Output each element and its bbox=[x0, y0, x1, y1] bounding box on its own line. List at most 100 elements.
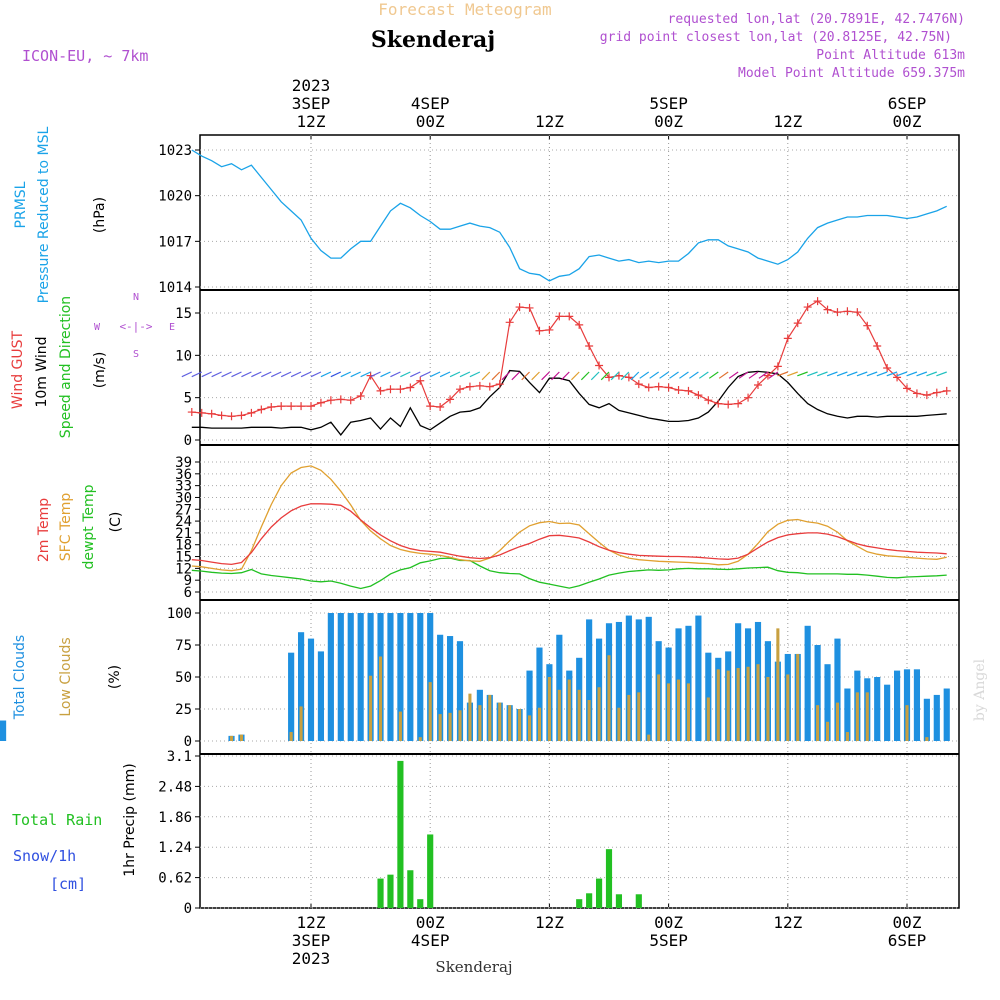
time-label-bottom: 6SEP bbox=[888, 931, 927, 950]
wind-arrow bbox=[469, 371, 481, 378]
low-cloud-bar bbox=[597, 687, 601, 741]
time-label-top: 3SEP bbox=[292, 94, 331, 113]
wind-arrow bbox=[570, 371, 580, 381]
wind-arrow bbox=[300, 371, 312, 378]
gust-marker bbox=[336, 395, 345, 404]
low-cloud-bar bbox=[428, 682, 432, 741]
gust-marker bbox=[734, 399, 743, 408]
wind-arrow bbox=[330, 371, 342, 378]
gust-marker bbox=[634, 380, 643, 389]
wind-arrow bbox=[561, 371, 570, 381]
wind-arrow bbox=[866, 371, 878, 377]
wind-arrow bbox=[449, 371, 461, 378]
wind-arrow bbox=[211, 371, 222, 378]
wind-arrow bbox=[886, 371, 898, 377]
gust-marker bbox=[614, 371, 623, 380]
low-cloud-bar bbox=[378, 656, 383, 741]
precip-plot bbox=[377, 760, 642, 908]
wind-arrow bbox=[191, 371, 202, 378]
clouds-total-label: Total Clouds bbox=[12, 635, 28, 720]
time-label-bottom: 00Z bbox=[416, 913, 445, 932]
wind-arrow bbox=[600, 371, 610, 381]
clouds-unit: (%) bbox=[107, 665, 123, 689]
wind-arrow bbox=[290, 371, 302, 378]
y-tick-label: 30 bbox=[175, 490, 192, 506]
total-cloud-bar bbox=[586, 619, 593, 741]
wind-arrow bbox=[310, 371, 322, 378]
gust-marker bbox=[396, 385, 405, 394]
low-cloud-bar bbox=[488, 694, 492, 741]
clouds-plot bbox=[0, 613, 950, 741]
gust-marker bbox=[575, 320, 584, 329]
time-label-top: 12Z bbox=[535, 112, 564, 131]
precip-bar bbox=[427, 834, 434, 908]
low-cloud-bar bbox=[637, 692, 641, 741]
precip-bar bbox=[595, 878, 603, 908]
gust-marker bbox=[605, 373, 613, 382]
wind-arrow bbox=[906, 371, 918, 377]
gust-marker bbox=[197, 408, 206, 417]
rain-label: Total Rain bbox=[12, 811, 102, 829]
low-cloud-bar bbox=[845, 732, 849, 741]
low-cloud-bar bbox=[657, 674, 661, 741]
gust-marker bbox=[863, 321, 872, 330]
low-cloud-bar bbox=[468, 693, 472, 741]
gust-marker bbox=[714, 399, 723, 408]
outer-frame bbox=[199, 134, 960, 909]
wind-arrow bbox=[350, 371, 361, 378]
requested-coords: requested lon,lat (20.7891E, 42.7476N) bbox=[668, 12, 965, 27]
wind-arrow bbox=[649, 371, 660, 379]
gust-marker bbox=[436, 402, 445, 411]
wind-arrow bbox=[836, 371, 848, 377]
total-cloud-bar bbox=[556, 634, 563, 741]
gust-marker bbox=[704, 396, 713, 405]
total-cloud-bar bbox=[0, 720, 7, 741]
wind-arrow bbox=[876, 371, 888, 377]
temp-sfc-label: SFC Temp bbox=[58, 493, 74, 562]
low-cloud-bar bbox=[607, 655, 611, 741]
gust-marker bbox=[277, 402, 286, 411]
low-cloud-bar bbox=[557, 689, 561, 741]
time-label-top: 00Z bbox=[416, 112, 445, 131]
total-cloud-bar bbox=[645, 616, 652, 741]
gust-marker bbox=[763, 371, 772, 380]
wind-arrow bbox=[439, 371, 451, 378]
low-cloud-bar bbox=[647, 734, 651, 741]
wind-direction-label: Speed and Direction bbox=[58, 296, 74, 438]
wind-arrow bbox=[340, 371, 351, 378]
low-cloud-bar bbox=[229, 735, 234, 741]
total-cloud-bar bbox=[456, 641, 464, 741]
total-cloud-bar bbox=[387, 613, 394, 741]
point-altitude: Point Altitude 613m bbox=[816, 48, 965, 63]
time-label-bottom: 00Z bbox=[893, 913, 922, 932]
wind-arrow bbox=[370, 371, 381, 378]
low-cloud-bar bbox=[776, 628, 780, 741]
gust-marker bbox=[376, 386, 385, 395]
wind-arrow bbox=[410, 371, 421, 378]
low-cloud-bar bbox=[865, 692, 869, 741]
wind-arrow bbox=[511, 371, 521, 381]
gust-marker bbox=[257, 405, 266, 414]
total-cloud-bar bbox=[417, 613, 424, 741]
pressure-line bbox=[191, 149, 947, 282]
low-cloud-bar bbox=[299, 706, 303, 741]
y-tick-label: 36 bbox=[175, 467, 192, 483]
gust-marker bbox=[426, 402, 435, 411]
model-altitude: Model Point Altitude 659.375m bbox=[738, 66, 965, 81]
time-label-bottom: 3SEP bbox=[292, 931, 331, 950]
gust-marker bbox=[267, 402, 276, 411]
gust-marker bbox=[207, 409, 216, 418]
y-tick-label: 3.1 bbox=[167, 749, 192, 765]
wind-arrow bbox=[590, 371, 600, 381]
wind-arrow bbox=[659, 371, 669, 379]
temperature-plot bbox=[191, 465, 947, 590]
wind-arrow bbox=[551, 371, 560, 381]
panel-frames bbox=[199, 134, 960, 909]
precip-bar bbox=[635, 894, 642, 908]
gust-marker bbox=[833, 308, 842, 317]
wind-10m-line bbox=[191, 369, 947, 436]
gust-marker bbox=[773, 362, 782, 371]
wind-arrow bbox=[580, 371, 590, 381]
low-cloud-bar bbox=[537, 707, 542, 741]
